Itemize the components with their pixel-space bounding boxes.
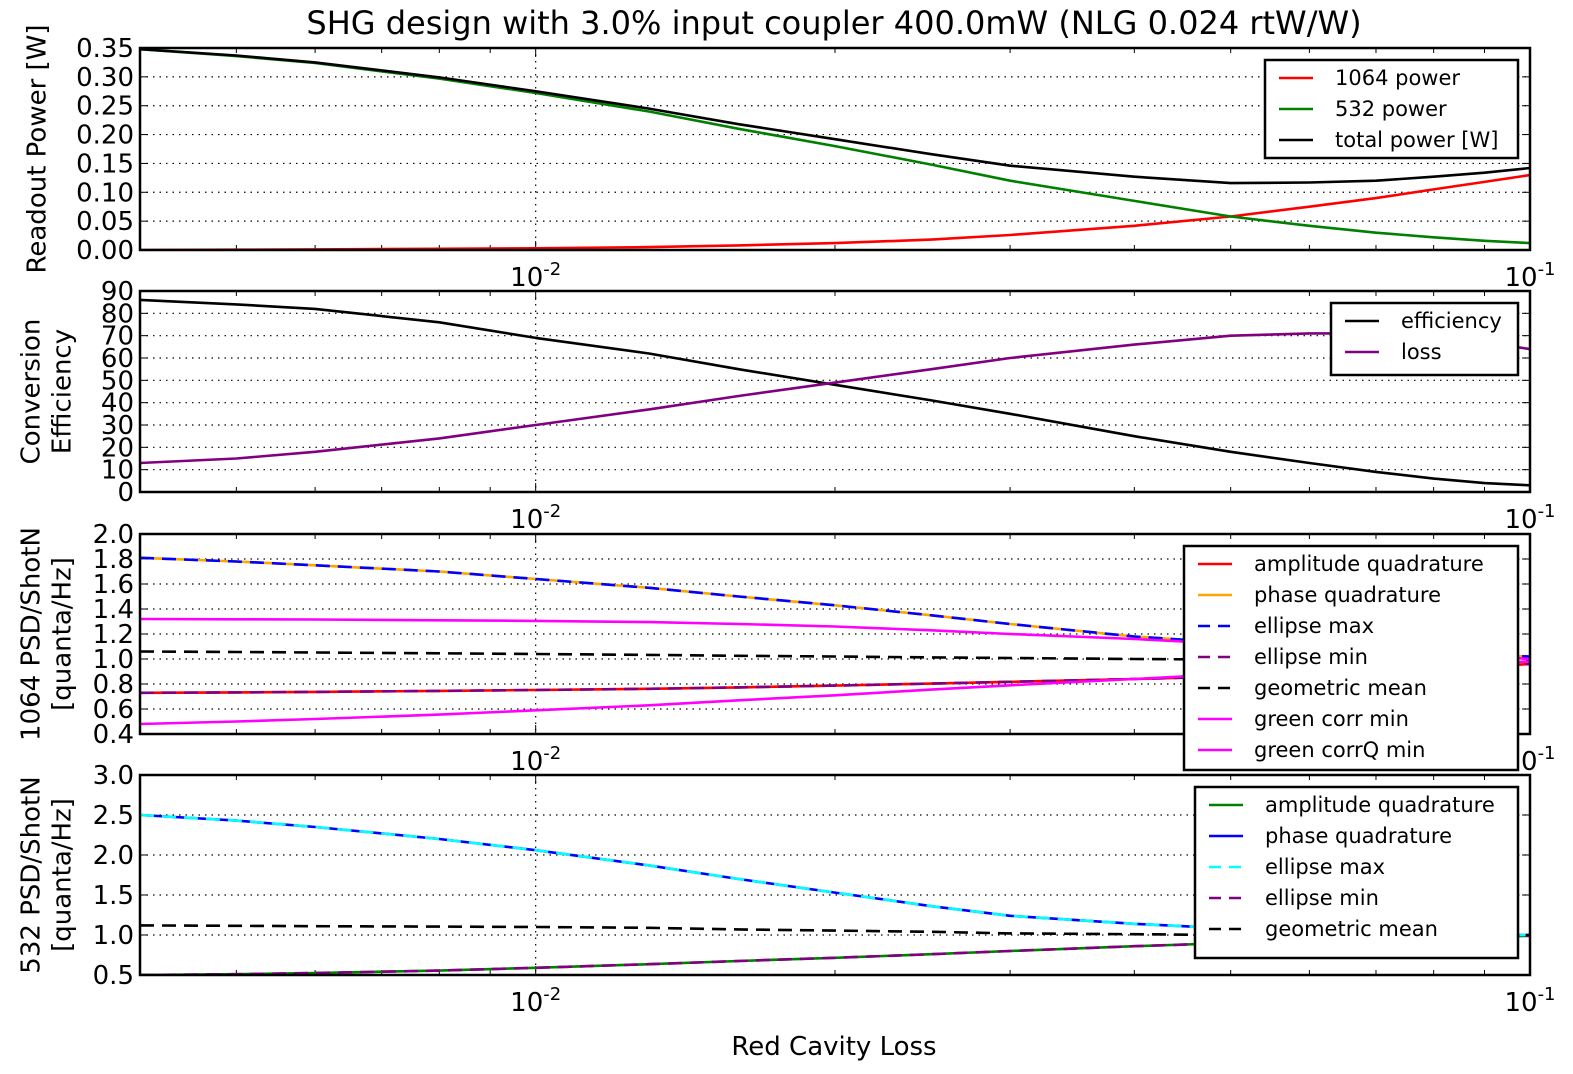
y-tick-label: 0.35: [76, 34, 134, 64]
legend: amplitude quadrature phase quadrature elli…: [1182, 544, 1520, 772]
y-tick-label: 0.5: [93, 961, 134, 991]
legend-label: phase quadrature: [1265, 824, 1452, 848]
y-tick-label: 0.25: [76, 92, 134, 122]
y-tick-label: 20: [101, 433, 134, 463]
x-tick-label: 10-2: [510, 984, 561, 1018]
axes-frame: [138, 289, 1532, 494]
y-tick-label: 30: [101, 411, 134, 441]
series-line-efficiency: [140, 298, 1530, 487]
legend-box: [1182, 544, 1520, 772]
y-tick-label: 1.5: [93, 881, 134, 911]
figure-title: SHG design with 3.0% input coupler 400.0…: [306, 4, 1361, 42]
subplot-power: 0.000.050.100.150.200.250.300.35 10-2 10-1…: [23, 24, 1556, 293]
y-tick-label: 0.05: [76, 207, 134, 237]
y-tick-label: 3.0: [93, 761, 134, 791]
y-axis-label: 532 PSD/ShotN: [17, 776, 47, 973]
y-tick-label: 0.4: [93, 720, 134, 750]
y-tick-label: 0.00: [76, 236, 134, 266]
legend-label: amplitude quadrature: [1254, 552, 1484, 576]
y-tick-label: 0: [117, 478, 134, 508]
legend-box: [1263, 58, 1520, 160]
legend-label: green corrQ min: [1254, 738, 1425, 762]
y-tick-label: 1.2: [93, 620, 134, 650]
x-tick-label: 10-2: [510, 501, 561, 535]
y-tick-label: 60: [101, 344, 134, 374]
y-axis-label: [quanta/Hz]: [48, 557, 78, 711]
axes-frame: [138, 46, 1532, 252]
legend: efficiency loss: [1329, 301, 1520, 377]
x-axis-label: Red Cavity Loss: [731, 1032, 936, 1062]
y-tick-label: 0.15: [76, 149, 134, 179]
axes-frame: [138, 532, 1532, 736]
legend-label: ellipse min: [1265, 886, 1379, 910]
y-tick-label: 1.8: [93, 545, 134, 575]
y-tick-label: 1.6: [93, 570, 134, 600]
legend-label: amplitude quadrature: [1265, 793, 1495, 817]
y-tick-label: 70: [101, 322, 134, 352]
legend-label: ellipse max: [1265, 855, 1385, 879]
y-axis-label: Readout Power [W]: [23, 24, 53, 273]
legend-label: ellipse min: [1254, 645, 1368, 669]
y-tick-label: 0.10: [76, 178, 134, 208]
y-tick-label: 0.20: [76, 121, 134, 151]
legend: 1064 power 532 power total power [W]: [1263, 58, 1520, 160]
x-tick-label: 10-1: [1504, 984, 1555, 1018]
legend-box: [1329, 301, 1520, 377]
x-tick-label: 10-1: [1504, 501, 1555, 535]
y-axis-label: Conversion: [17, 319, 47, 465]
y-axis-label: 1064 PSD/ShotN: [17, 527, 47, 741]
legend-label: green corr min: [1254, 707, 1409, 731]
y-tick-label: 1.0: [93, 921, 134, 951]
y-tick-label: 2.5: [93, 801, 134, 831]
y-tick-label: 0.6: [93, 695, 134, 725]
y-tick-label: 2.0: [93, 841, 134, 871]
series-line-total-power-w-: [140, 48, 1530, 185]
y-tick-label: 2.0: [93, 520, 134, 550]
y-tick-label: 1.4: [93, 595, 134, 625]
legend-label: total power [W]: [1335, 128, 1498, 152]
legend-label: geometric mean: [1265, 917, 1438, 941]
y-tick-label: 90: [101, 277, 134, 307]
legend: amplitude quadrature phase quadrature elli…: [1193, 785, 1520, 960]
legend-label: loss: [1401, 340, 1442, 364]
subplots: 0.000.050.100.150.200.250.300.35 10-2 10-1…: [17, 24, 1556, 1018]
legend-label: geometric mean: [1254, 676, 1427, 700]
y-axis-label: [quanta/Hz]: [48, 798, 78, 952]
y-tick-label: 1.0: [93, 645, 134, 675]
y-tick-label: 80: [101, 299, 134, 329]
subplot-psd532: 0.5 1.0 1.5 2.0 2.5 3.0 10-2 10-1 532 PSD/ShotN[…: [17, 761, 1556, 1018]
legend-box: [1193, 785, 1520, 960]
subplot-psd1064: 0.40.60.81.01.21.41.61.82.010-2 10-11064 …: [17, 520, 1556, 777]
legend-label: ellipse max: [1254, 614, 1374, 638]
y-tick-label: 40: [101, 389, 134, 419]
legend-label: 1064 power: [1335, 66, 1460, 90]
y-tick-label: 10: [101, 456, 134, 486]
y-tick-label: 0.30: [76, 63, 134, 93]
legend-label: phase quadrature: [1254, 583, 1441, 607]
x-tick-label: 10-2: [510, 259, 561, 293]
axes-frame: [138, 773, 1532, 977]
x-tick-label: 10-2: [510, 743, 561, 777]
y-tick-label: 0.8: [93, 670, 134, 700]
x-tick-label: 10-1: [1504, 259, 1555, 293]
y-tick-label: 50: [101, 366, 134, 396]
legend-label: efficiency: [1401, 309, 1502, 333]
legend-label: 532 power: [1335, 97, 1447, 121]
y-axis-label: Efficiency: [48, 329, 78, 454]
